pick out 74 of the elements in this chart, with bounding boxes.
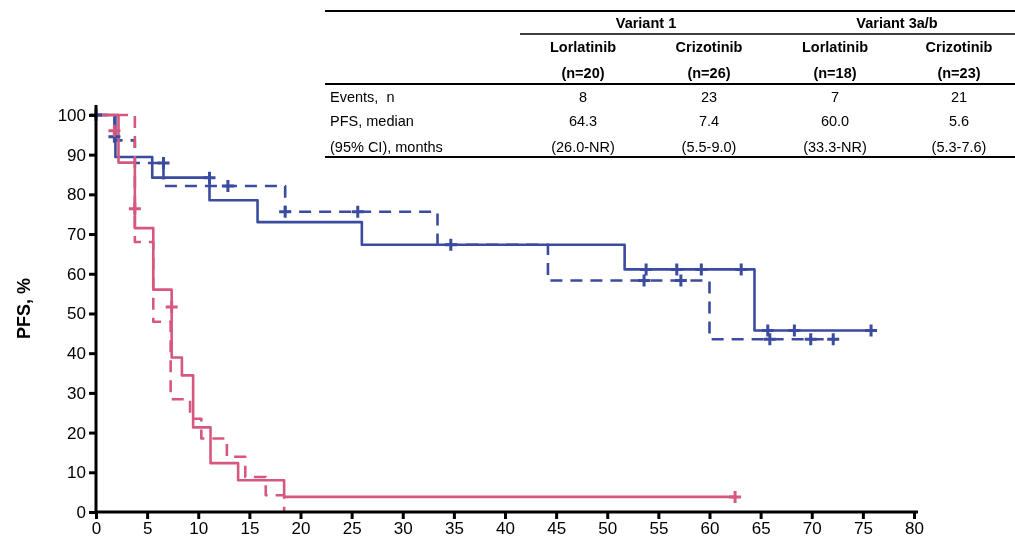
point — [127, 201, 143, 217]
text: 5.6 — [948, 113, 970, 129]
text: Lorlatinib — [801, 39, 869, 55]
text: Crizotinib — [925, 39, 993, 55]
point — [863, 323, 879, 339]
y-tick-label: 0 — [76, 502, 86, 522]
annotation: (95% CI), months — [330, 139, 443, 155]
point — [164, 299, 180, 315]
y-tick-label: 70 — [67, 224, 86, 244]
text: 7 — [830, 89, 840, 105]
text: 8 — [578, 89, 588, 105]
y-tick-label: 40 — [67, 344, 86, 364]
x-tick-label: 70 — [802, 519, 822, 539]
text: Lorlatinib — [549, 39, 617, 55]
text: Crizotinib — [675, 39, 743, 55]
text: Variant 1 — [615, 15, 677, 31]
point — [636, 273, 652, 289]
x-tick-label: 25 — [342, 519, 362, 539]
y-tick-label: 90 — [67, 145, 86, 165]
point — [825, 331, 841, 347]
x-tick-label: 40 — [496, 519, 515, 539]
y-axis-title: PFS, % — [14, 277, 34, 340]
point — [786, 323, 802, 339]
point — [443, 237, 459, 253]
point — [673, 273, 689, 289]
y-tick-label: 20 — [67, 423, 86, 443]
point — [638, 261, 654, 277]
x-tick-label: 65 — [751, 519, 771, 539]
point — [733, 261, 749, 277]
x-tick-label: 20 — [291, 519, 311, 539]
annotation: 7.4 — [698, 113, 720, 129]
point — [727, 489, 743, 505]
x-tick-label: 50 — [598, 519, 618, 539]
x-tick-label: 30 — [393, 519, 413, 539]
annotation: (5.5-9.0) — [681, 139, 737, 155]
annotation: 60.0 — [820, 113, 850, 129]
point — [693, 261, 709, 277]
x-tick-label: 5 — [142, 519, 153, 539]
point — [350, 204, 366, 220]
x-tick-label: 45 — [547, 519, 567, 539]
y-tick-label: 50 — [67, 304, 86, 324]
text: 21 — [950, 89, 968, 105]
annotation: 64.3 — [568, 113, 598, 129]
x-tick-label: 80 — [905, 519, 924, 539]
point — [202, 170, 217, 186]
text: (n=26) — [687, 65, 731, 81]
x-tick-label: 55 — [649, 519, 669, 539]
x-tick-label: 60 — [700, 519, 720, 539]
text: (n=23) — [937, 65, 981, 81]
y-tick-label: 60 — [67, 264, 86, 284]
point — [803, 331, 819, 347]
text: 23 — [700, 89, 718, 105]
y-tick-label: 100 — [57, 105, 86, 125]
text: Variant 3a/b — [856, 15, 938, 31]
text: (n=18) — [813, 65, 857, 81]
y-tick-label: 30 — [67, 383, 86, 403]
point — [669, 261, 685, 277]
annotation: PFS, median — [330, 113, 414, 129]
point — [106, 123, 122, 139]
text: Events, n — [330, 89, 395, 105]
x-tick-label: 15 — [240, 519, 260, 539]
x-tick-label: 75 — [853, 519, 873, 539]
y-tick-label: 10 — [67, 463, 86, 483]
text: (n=20) — [561, 65, 605, 81]
x-tick-label: 35 — [444, 519, 464, 539]
text: (5.3-7.6) — [931, 139, 987, 155]
point — [155, 155, 171, 171]
point — [220, 178, 236, 194]
x-tick-label: 10 — [189, 519, 209, 539]
point — [277, 204, 293, 220]
annotation: (26.0-NR) — [551, 139, 615, 155]
x-tick-label: 0 — [91, 519, 102, 539]
annotation: (33.3-NR) — [803, 139, 867, 155]
y-tick-label: 80 — [67, 185, 86, 205]
